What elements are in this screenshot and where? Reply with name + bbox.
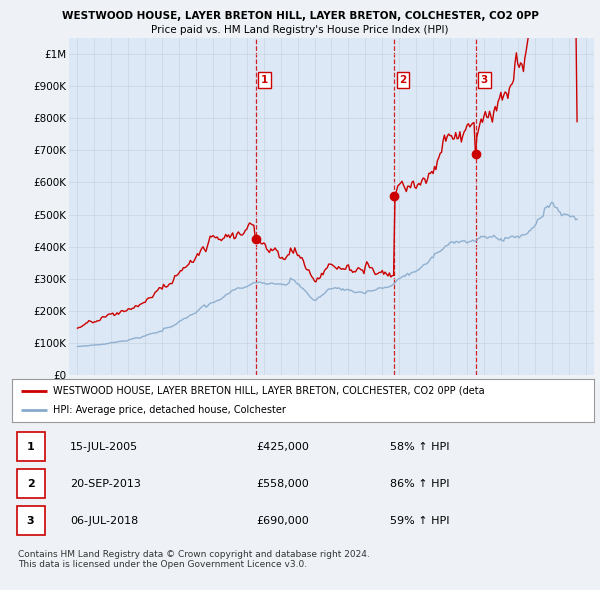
Text: 1: 1 bbox=[261, 75, 268, 85]
Text: 2: 2 bbox=[400, 75, 407, 85]
Text: 3: 3 bbox=[27, 516, 34, 526]
Text: WESTWOOD HOUSE, LAYER BRETON HILL, LAYER BRETON, COLCHESTER, CO2 0PP: WESTWOOD HOUSE, LAYER BRETON HILL, LAYER… bbox=[62, 11, 538, 21]
Text: 86% ↑ HPI: 86% ↑ HPI bbox=[391, 479, 450, 489]
Text: 1: 1 bbox=[27, 442, 34, 452]
Text: 3: 3 bbox=[481, 75, 488, 85]
FancyBboxPatch shape bbox=[17, 506, 44, 535]
Text: £558,000: £558,000 bbox=[256, 479, 309, 489]
Text: 15-JUL-2005: 15-JUL-2005 bbox=[70, 442, 139, 452]
Text: 58% ↑ HPI: 58% ↑ HPI bbox=[391, 442, 450, 452]
Text: £425,000: £425,000 bbox=[256, 442, 310, 452]
Text: Price paid vs. HM Land Registry's House Price Index (HPI): Price paid vs. HM Land Registry's House … bbox=[151, 25, 449, 35]
Text: Contains HM Land Registry data © Crown copyright and database right 2024.
This d: Contains HM Land Registry data © Crown c… bbox=[18, 550, 370, 569]
FancyBboxPatch shape bbox=[17, 469, 44, 499]
Text: 06-JUL-2018: 06-JUL-2018 bbox=[70, 516, 139, 526]
Text: 20-SEP-2013: 20-SEP-2013 bbox=[70, 479, 141, 489]
FancyBboxPatch shape bbox=[17, 432, 44, 461]
Text: 59% ↑ HPI: 59% ↑ HPI bbox=[391, 516, 450, 526]
Text: WESTWOOD HOUSE, LAYER BRETON HILL, LAYER BRETON, COLCHESTER, CO2 0PP (deta: WESTWOOD HOUSE, LAYER BRETON HILL, LAYER… bbox=[53, 386, 484, 396]
Text: HPI: Average price, detached house, Colchester: HPI: Average price, detached house, Colc… bbox=[53, 405, 286, 415]
Text: £690,000: £690,000 bbox=[256, 516, 309, 526]
Text: 2: 2 bbox=[27, 479, 34, 489]
